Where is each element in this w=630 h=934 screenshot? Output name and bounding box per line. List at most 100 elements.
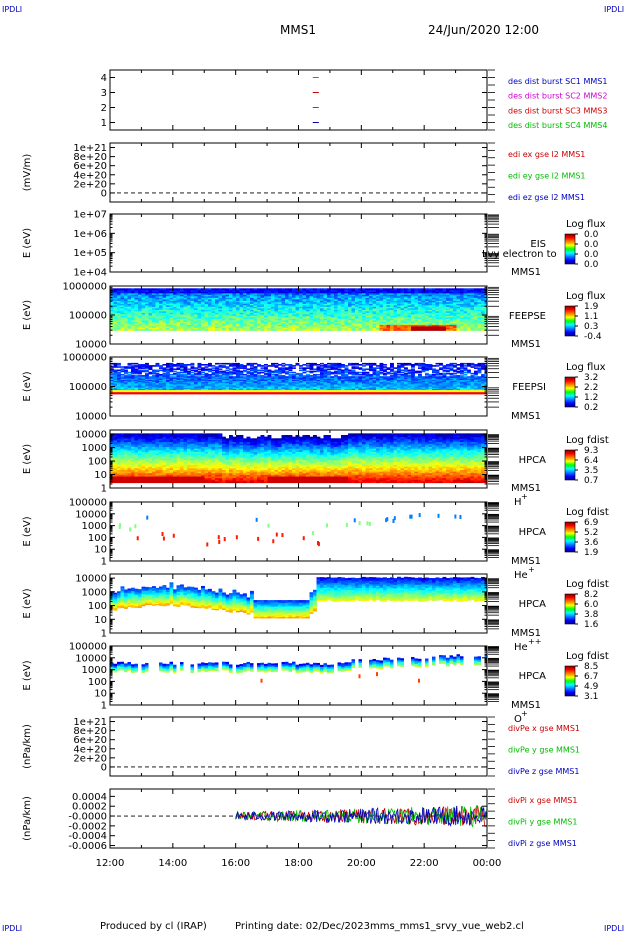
spec-cell: [386, 319, 391, 322]
spec-cell: [180, 373, 184, 376]
spec-cell: [169, 368, 174, 371]
spec-cell: [138, 387, 142, 389]
spec-cell: [418, 288, 422, 291]
spec-cell: [355, 288, 359, 291]
spec-cell: [369, 319, 373, 322]
spec-cell: [271, 377, 275, 379]
spec-cell: [397, 328, 401, 331]
legend-entry: des dist burst SC1 MMS1: [508, 77, 607, 86]
spec-cell: [432, 304, 436, 307]
spec-cell: [260, 310, 265, 313]
spec-cell: [222, 288, 226, 291]
spec-cell: [271, 388, 275, 390]
spec-cell: [428, 325, 433, 328]
spec-cell: [379, 294, 384, 297]
spec-cell: [309, 366, 314, 368]
y-axis-label: (mV/m): [22, 154, 33, 192]
spec-cell: [145, 312, 149, 315]
spec-cell: [257, 316, 261, 319]
spec-cell: [344, 325, 349, 328]
spec-cell: [145, 322, 149, 325]
spec-cell: [267, 300, 272, 303]
spec-cell: [250, 380, 254, 383]
spec-cell: [180, 371, 184, 374]
spec-cell: [386, 312, 391, 315]
spec-cell: [313, 375, 317, 377]
spec-cell: [120, 301, 125, 304]
spec-cell: [138, 380, 142, 383]
spec-cell: [369, 321, 373, 324]
spec-cell: [222, 327, 226, 330]
spec-cell: [201, 385, 205, 387]
spec-cell: [285, 324, 289, 327]
spec-cell: [204, 372, 209, 375]
spec-cell: [253, 367, 258, 369]
spec-cell: [467, 295, 471, 298]
spec-cell: [225, 297, 230, 300]
spec-cell: [250, 321, 254, 324]
spec-cell: [365, 303, 370, 306]
spec-cell: [152, 310, 156, 313]
spec-cell: [187, 372, 191, 375]
spec-cell: [404, 304, 408, 307]
spec-cell: [183, 377, 188, 379]
spec-cell: [274, 288, 279, 291]
spec-cell: [236, 369, 240, 372]
spec-cell: [145, 309, 149, 312]
spec-cell: [456, 310, 461, 313]
spec-cell: [295, 386, 300, 388]
spec-cell: [379, 316, 384, 319]
spec-cell: [260, 303, 265, 306]
spec-cell: [173, 315, 177, 318]
spec-cell: [481, 310, 485, 313]
spec-cell: [453, 327, 457, 330]
spec-cell: [334, 377, 338, 379]
spec-cell: [260, 322, 265, 325]
spec-cell: [225, 315, 230, 318]
spec-cell: [169, 388, 174, 390]
spec-cell: [442, 321, 447, 324]
spec-cell: [278, 297, 282, 300]
spec-cell: [337, 380, 342, 383]
spec-cell: [127, 327, 132, 330]
spec-cell: [246, 312, 251, 315]
spec-cell: [414, 315, 419, 318]
spec-cell: [463, 325, 468, 328]
spec-cell: [393, 295, 398, 298]
spec-cell: [358, 318, 363, 321]
spec-cell: [117, 369, 121, 372]
spec-cell: [166, 371, 170, 374]
spec-cell: [264, 324, 268, 327]
spec-cell: [117, 304, 121, 307]
spec-cell: [334, 385, 338, 387]
spec-cell: [229, 289, 233, 292]
spec-cell: [141, 367, 146, 369]
spec-cell: [467, 321, 471, 324]
spec-cell: [295, 315, 300, 318]
spec-cell: [302, 377, 307, 379]
spec-cell: [246, 295, 251, 298]
spec-cell: [127, 328, 132, 331]
spec-cell: [439, 292, 443, 295]
spec-cell: [187, 291, 191, 294]
spec-cell: [197, 368, 202, 371]
spec-cell: [453, 291, 457, 294]
spec-cell: [285, 386, 289, 388]
spec-cell: [309, 377, 314, 379]
spec-cell: [250, 365, 254, 367]
spec-cell: [194, 325, 198, 328]
spec-cell: [190, 377, 195, 379]
spec-cell: [117, 318, 121, 321]
spec-cell: [267, 313, 272, 316]
spec-cell: [344, 321, 349, 324]
spec-cell: [208, 306, 212, 309]
spec-cell: [446, 328, 450, 331]
spec-cell: [288, 321, 293, 324]
spec-cell: [355, 291, 359, 294]
spec-cell: [162, 372, 167, 375]
spec-cell: [141, 295, 146, 298]
spec-cell: [183, 378, 188, 380]
spec-cell: [428, 327, 433, 330]
spec-cell: [148, 318, 153, 321]
spec-cell: [113, 388, 118, 390]
